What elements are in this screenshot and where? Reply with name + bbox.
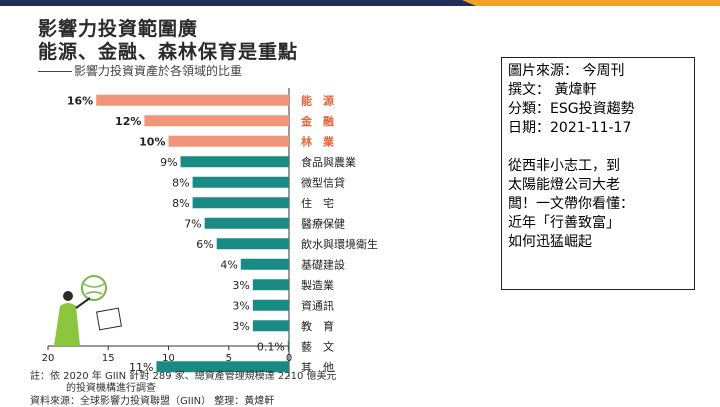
chart-figure: 影響力投資範圍廣 能源、金融、森林保育是重點 影響力投資資產於各領域的比重 16… — [22, 6, 440, 407]
bar-value-label: 3% — [232, 299, 249, 312]
bar — [96, 94, 289, 106]
info-date: 日期：2021-11-17 — [508, 120, 632, 136]
bar-value-label: 12% — [115, 115, 141, 128]
article-info-box: 圖片來源： 今周刊 撰文： 黃煒軒 分類：ESG投資趨勢 日期：2021-11-… — [501, 57, 695, 290]
info-summary-line: 近年「行善致富」 — [508, 215, 620, 231]
bar — [252, 299, 289, 311]
bar-chart: 16% 能 源 12% 金 融 10% 林 業 9% 食品與農業 8% 微型信貸 8% 住 宅 7% 醫療… — [42, 88, 378, 377]
bar-value-label: 7% — [184, 217, 201, 230]
category-label: 住 宅 — [301, 196, 334, 210]
bar-value-label: 11% — [129, 361, 153, 374]
bar — [156, 361, 289, 373]
category-label: 基礎建設 — [301, 257, 345, 271]
globe-icon — [81, 275, 107, 301]
bar-value-label: 9% — [160, 156, 177, 169]
bar-value-label: 6% — [196, 238, 213, 251]
bar — [168, 135, 289, 147]
category-label: 能 源 — [301, 93, 334, 107]
x-tick-label: 10 — [162, 353, 175, 364]
bar — [216, 238, 289, 250]
note-line1: 註：依 2020 年 GIIN 針對 289 家、總資產管理規模達 2210 億… — [30, 371, 337, 382]
info-summary-line: 從西非小志工，到 — [508, 158, 620, 174]
bar-value-label: 8% — [172, 176, 189, 189]
bar — [252, 279, 289, 291]
info-category: 分類：ESG投資趨勢 — [508, 101, 635, 117]
bar-value-label: 3% — [232, 320, 249, 333]
bar — [240, 258, 289, 270]
top-stripe-navy — [0, 0, 720, 6]
info-summary-line: 闆！一文帶你看懂： — [508, 196, 634, 212]
bar-value-label: 4% — [220, 258, 237, 271]
paper-icon — [96, 307, 122, 331]
category-label: 微型信貸 — [301, 175, 345, 189]
person-head — [63, 291, 73, 301]
figure-subtitle: 影響力投資資產於各領域的比重 — [38, 62, 242, 79]
category-label: 食品與農業 — [301, 155, 356, 169]
person-holding-globe-illustration — [54, 275, 122, 346]
info-source: 圖片來源： 今周刊 — [508, 63, 625, 79]
bar-value-label: 0.1% — [257, 340, 285, 353]
bar-value-label: 3% — [232, 279, 249, 292]
x-tick-label: 15 — [102, 353, 115, 364]
category-label: 金 融 — [300, 114, 334, 128]
x-tick-label: 5 — [226, 353, 232, 364]
bar — [180, 156, 289, 168]
category-label: 藝 文 — [301, 339, 334, 353]
bar — [252, 320, 289, 332]
bar — [204, 217, 289, 229]
info-author: 撰文： 黃煒軒 — [508, 82, 597, 98]
x-tick-label: 20 — [42, 353, 55, 364]
info-summary-line: 如何迅猛崛起 — [508, 234, 592, 250]
category-label: 飲水與環境衛生 — [301, 237, 378, 251]
category-label: 資通訊 — [301, 298, 334, 312]
bar-value-label: 8% — [172, 197, 189, 210]
x-tick-label: 0 — [286, 353, 292, 364]
figure-title-line2: 能源、金融、森林保育是重點 — [38, 41, 299, 63]
bar-value-label: 10% — [139, 135, 165, 148]
category-label: 醫療保健 — [301, 216, 345, 230]
source-note: 資料來源：全球影響力投資聯盟（GIIN） 整理：黃煒軒 — [30, 396, 275, 407]
category-label: 製造業 — [301, 278, 334, 292]
category-label: 教 育 — [301, 319, 334, 333]
bar — [192, 197, 289, 209]
person-body — [54, 303, 80, 346]
info-summary-line: 太陽能燈公司大老 — [508, 177, 620, 193]
bar — [192, 176, 289, 188]
top-stripe-accent — [462, 0, 720, 6]
bar-value-label: 16% — [67, 94, 93, 107]
figure-subtitle-text: 影響力投資資產於各領域的比重 — [74, 64, 243, 78]
note-line2: 的投資機構進行調查 — [66, 383, 156, 394]
category-label: 其 他 — [301, 361, 334, 374]
category-label: 林 業 — [301, 134, 335, 148]
figure-title-line1: 影響力投資範圍廣 — [38, 18, 199, 40]
bar — [144, 115, 289, 127]
